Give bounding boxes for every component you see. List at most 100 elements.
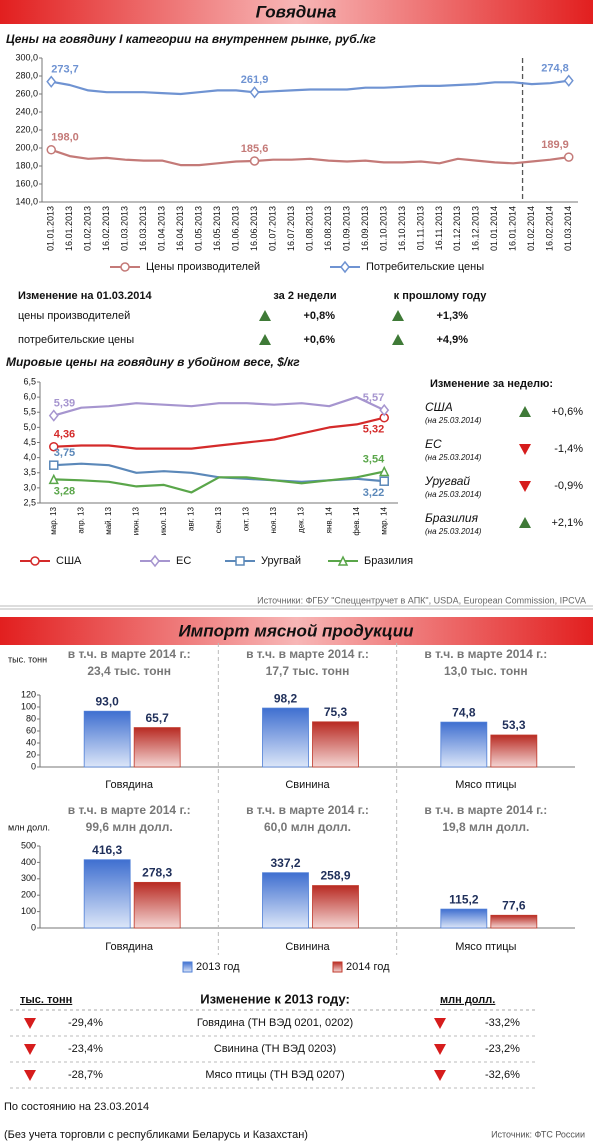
annotation: в т.ч. в марте 2014 г.: — [68, 803, 191, 817]
y-tick-label: 6,5 — [23, 376, 36, 386]
x-tick-label: Свинина — [285, 941, 330, 953]
data-label: 261,9 — [241, 74, 269, 86]
banner — [0, 0, 593, 24]
legend-marker — [30, 556, 40, 566]
data-label: 3,28 — [54, 485, 75, 497]
table-title: Изменение к 2013 году: — [200, 991, 350, 1006]
data-label: 65,7 — [145, 711, 169, 725]
annotation: в т.ч. в марте 2014 г.: — [424, 803, 547, 817]
y-tick-label: 300 — [21, 873, 36, 883]
row-label: Мясо птицы (ТН ВЭД 0207) — [205, 1069, 344, 1081]
trend-up-icon — [259, 310, 271, 321]
x-tick-label: 16.10.2013 — [397, 206, 407, 251]
x-tick-label: 01.10.2013 — [378, 206, 388, 251]
y-tick-label: 4,5 — [23, 437, 36, 447]
x-tick-label: ноя. 13 — [269, 506, 278, 533]
trend-down-icon — [434, 1044, 446, 1055]
annotation: в т.ч. в марте 2014 г.: — [424, 647, 547, 661]
change-value: +0,6% — [552, 406, 584, 418]
x-tick-label: 01.12.2013 — [452, 206, 462, 251]
legend-label: Потребительские цены — [366, 261, 484, 273]
x-tick-label: окт. 13 — [242, 506, 251, 531]
y-tick-label: 80 — [26, 713, 36, 723]
x-tick-label: 01.09.2013 — [341, 206, 351, 251]
y-tick-label: 180,0 — [15, 160, 38, 170]
table-body: -29,4% Говядина (ТН ВЭД 0201, 0202) -33,2%… — [10, 1017, 535, 1089]
y-tick-label: 140,0 — [15, 196, 38, 206]
x-tick-label: 01.03.2014 — [563, 206, 573, 251]
y-tick-label: 0 — [31, 761, 36, 771]
bar — [440, 908, 488, 929]
legend-marker — [340, 260, 350, 274]
data-label: 189,9 — [541, 139, 569, 151]
table-body: США (на 25.03.2014) +0,6% ЕС (на 25.03.2014)… — [424, 400, 583, 536]
legend-label: 2014 год — [346, 961, 390, 973]
country: Бразилия — [425, 511, 479, 525]
annotation: в т.ч. в марте 2014 г.: — [246, 647, 369, 661]
y-tick-label: 3,5 — [23, 467, 36, 477]
row-label: Говядина (ТН ВЭД 0201, 0202) — [197, 1017, 353, 1029]
point — [563, 74, 574, 87]
y-tick-label: 60 — [26, 725, 36, 735]
bar — [440, 721, 488, 768]
footer-status: По состоянию на 23.03.2014 — [4, 1101, 149, 1113]
x-tick-label: 16.01.2014 — [508, 206, 518, 251]
x-tick-label: 16.03.2013 — [138, 206, 148, 251]
bar — [490, 914, 538, 929]
point — [249, 156, 260, 166]
column-header: млн долл. — [440, 994, 495, 1006]
x-tick-label: янв. 14 — [324, 506, 333, 533]
change-value: +0,6% — [304, 334, 336, 346]
series-line — [51, 79, 569, 96]
legend-marker — [120, 262, 130, 272]
point — [48, 409, 59, 422]
data-label: 5,57 — [363, 392, 384, 404]
x-tick-label: Говядина — [105, 779, 154, 791]
y-axis-title: млн долл. — [8, 822, 50, 832]
x-tick-label: 16.11.2013 — [434, 206, 444, 250]
y-tick-label: 240,0 — [15, 106, 38, 116]
annotation: в т.ч. в марте 2014 г.: — [246, 803, 369, 817]
x-tick-label: 16.04.2013 — [175, 206, 185, 251]
annotation: 23,4 тыс. тонн — [87, 664, 171, 678]
banner — [0, 617, 593, 645]
y-tick-label: 200 — [21, 890, 36, 900]
x-tick-label: фев. 14 — [352, 506, 361, 535]
y-tick-label: 40 — [26, 737, 36, 747]
data-label: 185,6 — [241, 143, 269, 155]
x-tick-label: 16.05.2013 — [212, 206, 222, 251]
x-tick-label: 16.02.2014 — [545, 206, 555, 251]
data-label: 3,22 — [363, 487, 384, 499]
x-tick-label: авг. 13 — [187, 506, 196, 531]
bar — [490, 734, 538, 768]
bar — [312, 885, 359, 929]
column-header: к прошлому году — [394, 290, 488, 302]
data-label: 98,2 — [274, 691, 298, 705]
legend-label: 2013 год — [196, 961, 240, 973]
x-tick-label: 01.02.2014 — [526, 206, 536, 251]
data-label: 337,2 — [270, 856, 300, 870]
y-tick-label: 100 — [21, 906, 36, 916]
x-tick-label: 01.08.2013 — [304, 206, 314, 251]
row-label: потребительские цены — [18, 334, 134, 346]
point — [46, 75, 57, 88]
change-value: -28,7% — [68, 1069, 103, 1081]
data-label: 416,3 — [92, 843, 122, 857]
data-label: 274,8 — [541, 63, 569, 75]
banner-title: Говядина — [256, 2, 337, 21]
column-header: тыс. тонн — [20, 994, 72, 1006]
trend-up-icon — [392, 334, 404, 345]
legend-label: США — [56, 555, 82, 567]
data-label: 3,75 — [54, 447, 75, 459]
x-tick-label: 16.02.2013 — [101, 206, 111, 251]
point — [379, 403, 390, 417]
x-tick-label: дек. 13 — [297, 506, 306, 533]
table-title: Изменение на 01.03.2014 — [18, 290, 152, 302]
point — [249, 86, 260, 99]
point — [48, 473, 59, 485]
table-title: Изменение за неделю: — [430, 378, 553, 390]
y-tick-label: 120 — [21, 689, 36, 699]
data-label: 198,0 — [51, 132, 79, 144]
y-tick-label: 5,0 — [23, 422, 36, 432]
